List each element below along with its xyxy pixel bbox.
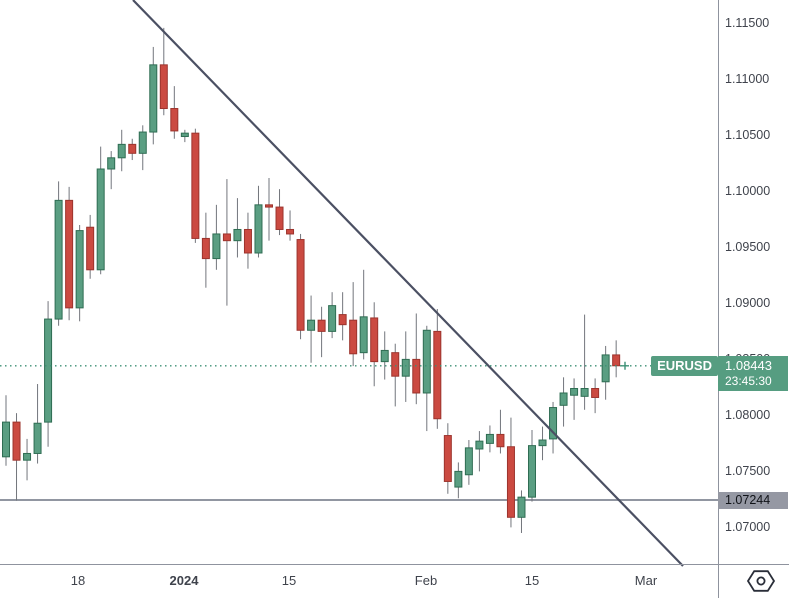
- price-scale-label: 1.07000: [725, 520, 771, 535]
- price-axis-border: [718, 0, 719, 598]
- candle: [265, 177, 273, 241]
- candle: [391, 343, 400, 407]
- candle: [65, 186, 74, 321]
- candle: [517, 490, 526, 533]
- candle: [33, 384, 42, 464]
- candle: [117, 129, 126, 172]
- time-scale[interactable]: 18 2024 15 Feb 15 Mar: [0, 564, 718, 597]
- candle: [412, 313, 421, 405]
- price-scale-label: 1.09500: [725, 240, 771, 255]
- candle: [349, 282, 358, 367]
- price-scale-label: 1.10500: [725, 128, 771, 143]
- candle: [433, 308, 442, 429]
- candle: [170, 86, 179, 139]
- price-scale[interactable]: 1.11500 1.11000 1.10500 1.10000 1.09500 1.090…: [718, 0, 788, 564]
- candle: [580, 314, 589, 410]
- candle: [233, 198, 242, 258]
- candle: [538, 426, 547, 461]
- time-scale-label: Mar: [634, 573, 658, 588]
- candle: [549, 401, 558, 454]
- price-scale-label: 1.10000: [725, 184, 771, 199]
- time-scale-label: 18: [70, 573, 86, 588]
- candles-layer: [2, 27, 621, 533]
- candle: [443, 423, 452, 494]
- price-scale-label: 1.11500: [725, 16, 770, 31]
- bar-countdown-timer: 23:45:30: [725, 373, 772, 388]
- candle: [496, 409, 505, 454]
- candle: [12, 413, 21, 501]
- time-scale-label: Feb: [414, 573, 438, 588]
- candle: [506, 417, 515, 528]
- hexagon-logo-icon: [746, 570, 776, 592]
- time-scale-label: 15: [281, 573, 297, 588]
- current-price-marker-icon: [621, 361, 629, 370]
- price-scale-label: 1.11000: [725, 72, 770, 87]
- candle: [275, 189, 284, 236]
- candle: [359, 269, 368, 360]
- candle: [222, 179, 231, 306]
- candle: [75, 224, 84, 322]
- candle: [243, 212, 252, 269]
- candle: [570, 378, 579, 420]
- last-price-badge: 1.08443 23:45:30: [718, 355, 788, 391]
- candle: [159, 27, 168, 116]
- candle: [464, 440, 473, 485]
- candle: [23, 438, 32, 481]
- candle: [591, 378, 600, 414]
- candle: [612, 340, 621, 378]
- candle: [107, 151, 116, 190]
- support-line-price-badge: 1.07244: [718, 491, 788, 509]
- candle: [338, 292, 347, 341]
- candle: [370, 302, 379, 387]
- candle: [485, 425, 494, 453]
- logo-button[interactable]: [746, 568, 776, 597]
- symbol-label-badge: EURUSD: [651, 355, 718, 376]
- candle: [44, 301, 53, 447]
- time-scale-label: 2024: [169, 573, 199, 588]
- candle: [191, 128, 200, 243]
- candle: [422, 325, 431, 432]
- candle: [86, 214, 95, 279]
- time-scale-label: 15: [524, 573, 540, 588]
- candle: [559, 377, 568, 427]
- candle: [601, 345, 610, 400]
- candle: [528, 429, 536, 502]
- candle: [454, 462, 463, 499]
- candle: [128, 138, 137, 161]
- candle: [328, 292, 337, 339]
- price-scale-label: 1.08000: [725, 408, 771, 423]
- price-scale-label: 1.07500: [725, 464, 771, 479]
- candle: [475, 431, 484, 472]
- trendline-drawing[interactable]: [132, 0, 684, 567]
- candle: [149, 46, 158, 145]
- candle: [201, 212, 210, 288]
- candle: [296, 233, 305, 340]
- candle: [317, 306, 326, 358]
- candle: [307, 295, 316, 363]
- candle: [286, 210, 295, 241]
- candle: [254, 185, 263, 258]
- price-scale-label: 1.09000: [725, 296, 771, 311]
- candle: [2, 395, 10, 466]
- candle: [138, 125, 147, 171]
- candle: [380, 331, 389, 380]
- candle: [54, 181, 63, 326]
- time-axis-border: [0, 564, 789, 565]
- candle: [212, 204, 221, 270]
- candle: [180, 129, 189, 143]
- candle: [401, 331, 410, 402]
- last-price-value: 1.08443: [725, 357, 772, 373]
- candle: [96, 146, 105, 275]
